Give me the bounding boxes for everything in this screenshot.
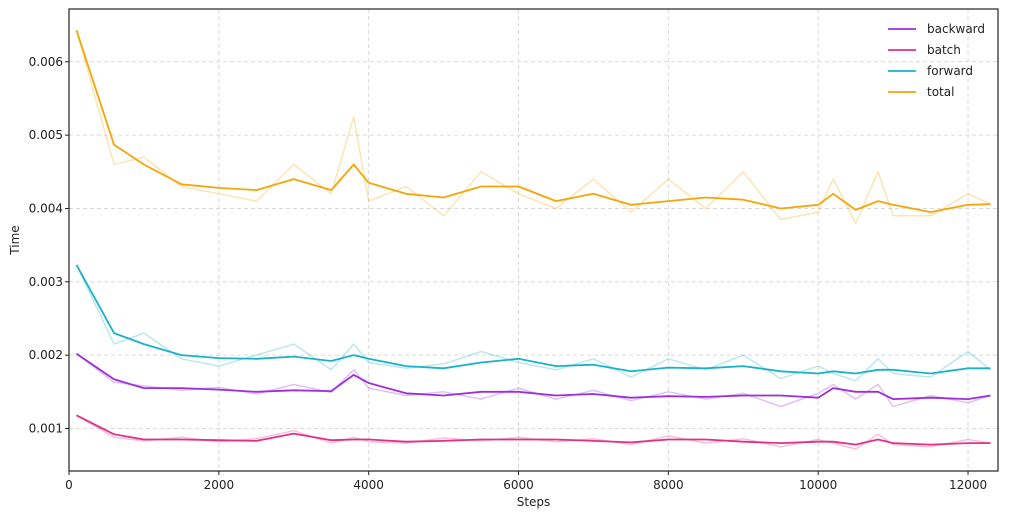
axis-ticks: 0 2000 4000 6000 8000 10000 12000 0.001 0.002 0.0… — [29, 55, 987, 492]
x-axis-label: Steps — [517, 495, 551, 509]
x-tick-label: 12000 — [949, 478, 987, 492]
x-tick-label: 6000 — [503, 478, 534, 492]
x-tick-label: 2000 — [204, 478, 235, 492]
y-tick-label: 0.004 — [29, 201, 63, 215]
series-batch-raw-line — [76, 414, 991, 450]
y-tick-label: 0.003 — [29, 275, 63, 289]
series-backward-line — [75, 352, 991, 401]
smoothed-series-layer — [75, 30, 991, 446]
series-total-raw-line — [75, 30, 991, 224]
y-tick-label: 0.005 — [29, 128, 63, 142]
x-tick-label: 0 — [65, 478, 73, 492]
y-tick-label: 0.006 — [29, 55, 63, 69]
x-tick-label: 8000 — [653, 478, 684, 492]
legend-label-total: total — [927, 85, 954, 99]
legend-label-forward: forward — [927, 64, 973, 78]
plot-area-frame — [68, 8, 999, 472]
raw-series-layer — [75, 30, 991, 450]
series-total-line — [75, 30, 991, 214]
grid — [68, 9, 998, 471]
y-tick-label: 0.001 — [29, 421, 63, 435]
y-axis-label: Time — [8, 225, 22, 255]
x-tick-label: 10000 — [799, 478, 837, 492]
legend-label-backward: backward — [927, 22, 985, 36]
legend: backward batch forward total — [888, 22, 985, 99]
series-batch-line — [76, 414, 991, 446]
series-forward-line — [75, 264, 991, 375]
legend-label-batch: batch — [927, 43, 961, 57]
y-tick-label: 0.002 — [29, 348, 63, 362]
x-tick-label: 4000 — [353, 478, 384, 492]
